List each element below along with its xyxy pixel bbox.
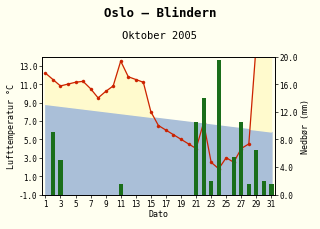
Bar xyxy=(209,181,213,195)
Bar xyxy=(202,98,206,195)
Bar xyxy=(119,184,123,195)
X-axis label: Dato: Dato xyxy=(148,209,168,218)
Text: Oktober 2005: Oktober 2005 xyxy=(123,31,197,41)
Y-axis label: Lufttemperatur °C: Lufttemperatur °C xyxy=(7,84,16,168)
Text: Oslo – Blindern: Oslo – Blindern xyxy=(104,7,216,20)
Bar xyxy=(269,184,274,195)
Bar xyxy=(51,133,55,195)
Bar xyxy=(254,150,259,195)
Bar xyxy=(247,184,251,195)
Bar xyxy=(194,123,198,195)
Bar xyxy=(262,181,266,195)
Bar xyxy=(239,123,244,195)
Bar xyxy=(232,157,236,195)
Bar xyxy=(217,61,221,195)
Bar xyxy=(58,160,62,195)
Y-axis label: Nedbør (mm): Nedbør (mm) xyxy=(301,98,310,153)
